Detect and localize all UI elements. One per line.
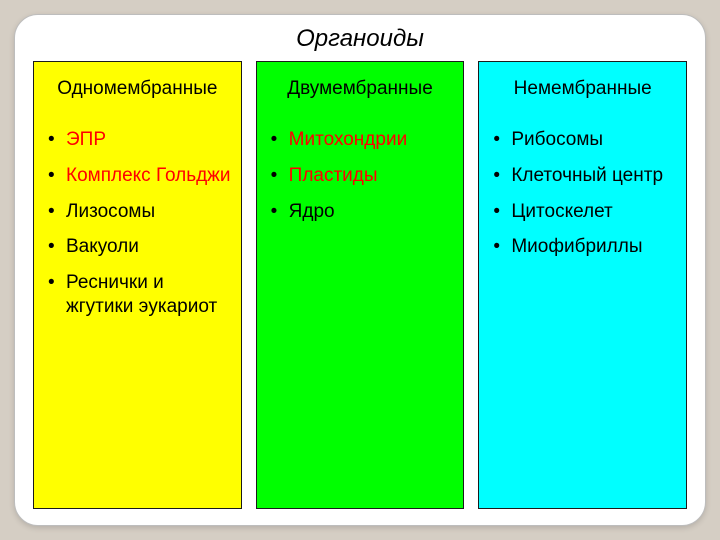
list-item: Вакуоли [44, 235, 235, 259]
list-item: Пластиды [267, 164, 458, 188]
column-header: Одномембранные [40, 68, 235, 128]
column-header: Немембранные [485, 68, 680, 128]
slide-card: Органоиды Одномембранные ЭПР Комплекс Го… [14, 14, 706, 526]
item-list: Рибосомы Клеточный центр Цитоскелет Миоф… [485, 128, 680, 271]
list-item: Цитоскелет [489, 200, 680, 224]
item-list: ЭПР Комплекс Гольджи Лизосомы Вакуоли Ре… [40, 128, 235, 331]
list-item: Ядро [267, 200, 458, 224]
list-item: Реснички и жгутики эукариот [44, 271, 235, 319]
list-item: ЭПР [44, 128, 235, 152]
list-item: Миофибриллы [489, 235, 680, 259]
list-item: Лизосомы [44, 200, 235, 224]
list-item: Комплекс Гольджи [44, 164, 235, 188]
list-item: Клеточный центр [489, 164, 680, 188]
list-item: Рибосомы [489, 128, 680, 152]
columns-container: Одномембранные ЭПР Комплекс Гольджи Лизо… [33, 61, 687, 509]
list-item: Митохондрии [267, 128, 458, 152]
item-list: Митохондрии Пластиды Ядро [263, 128, 458, 235]
column-header: Двумембранные [263, 68, 458, 128]
column-non-membrane: Немембранные Рибосомы Клеточный центр Ци… [478, 61, 687, 509]
column-double-membrane: Двумембранные Митохондрии Пластиды Ядро [256, 61, 465, 509]
column-single-membrane: Одномембранные ЭПР Комплекс Гольджи Лизо… [33, 61, 242, 509]
slide-title: Органоиды [33, 25, 687, 53]
